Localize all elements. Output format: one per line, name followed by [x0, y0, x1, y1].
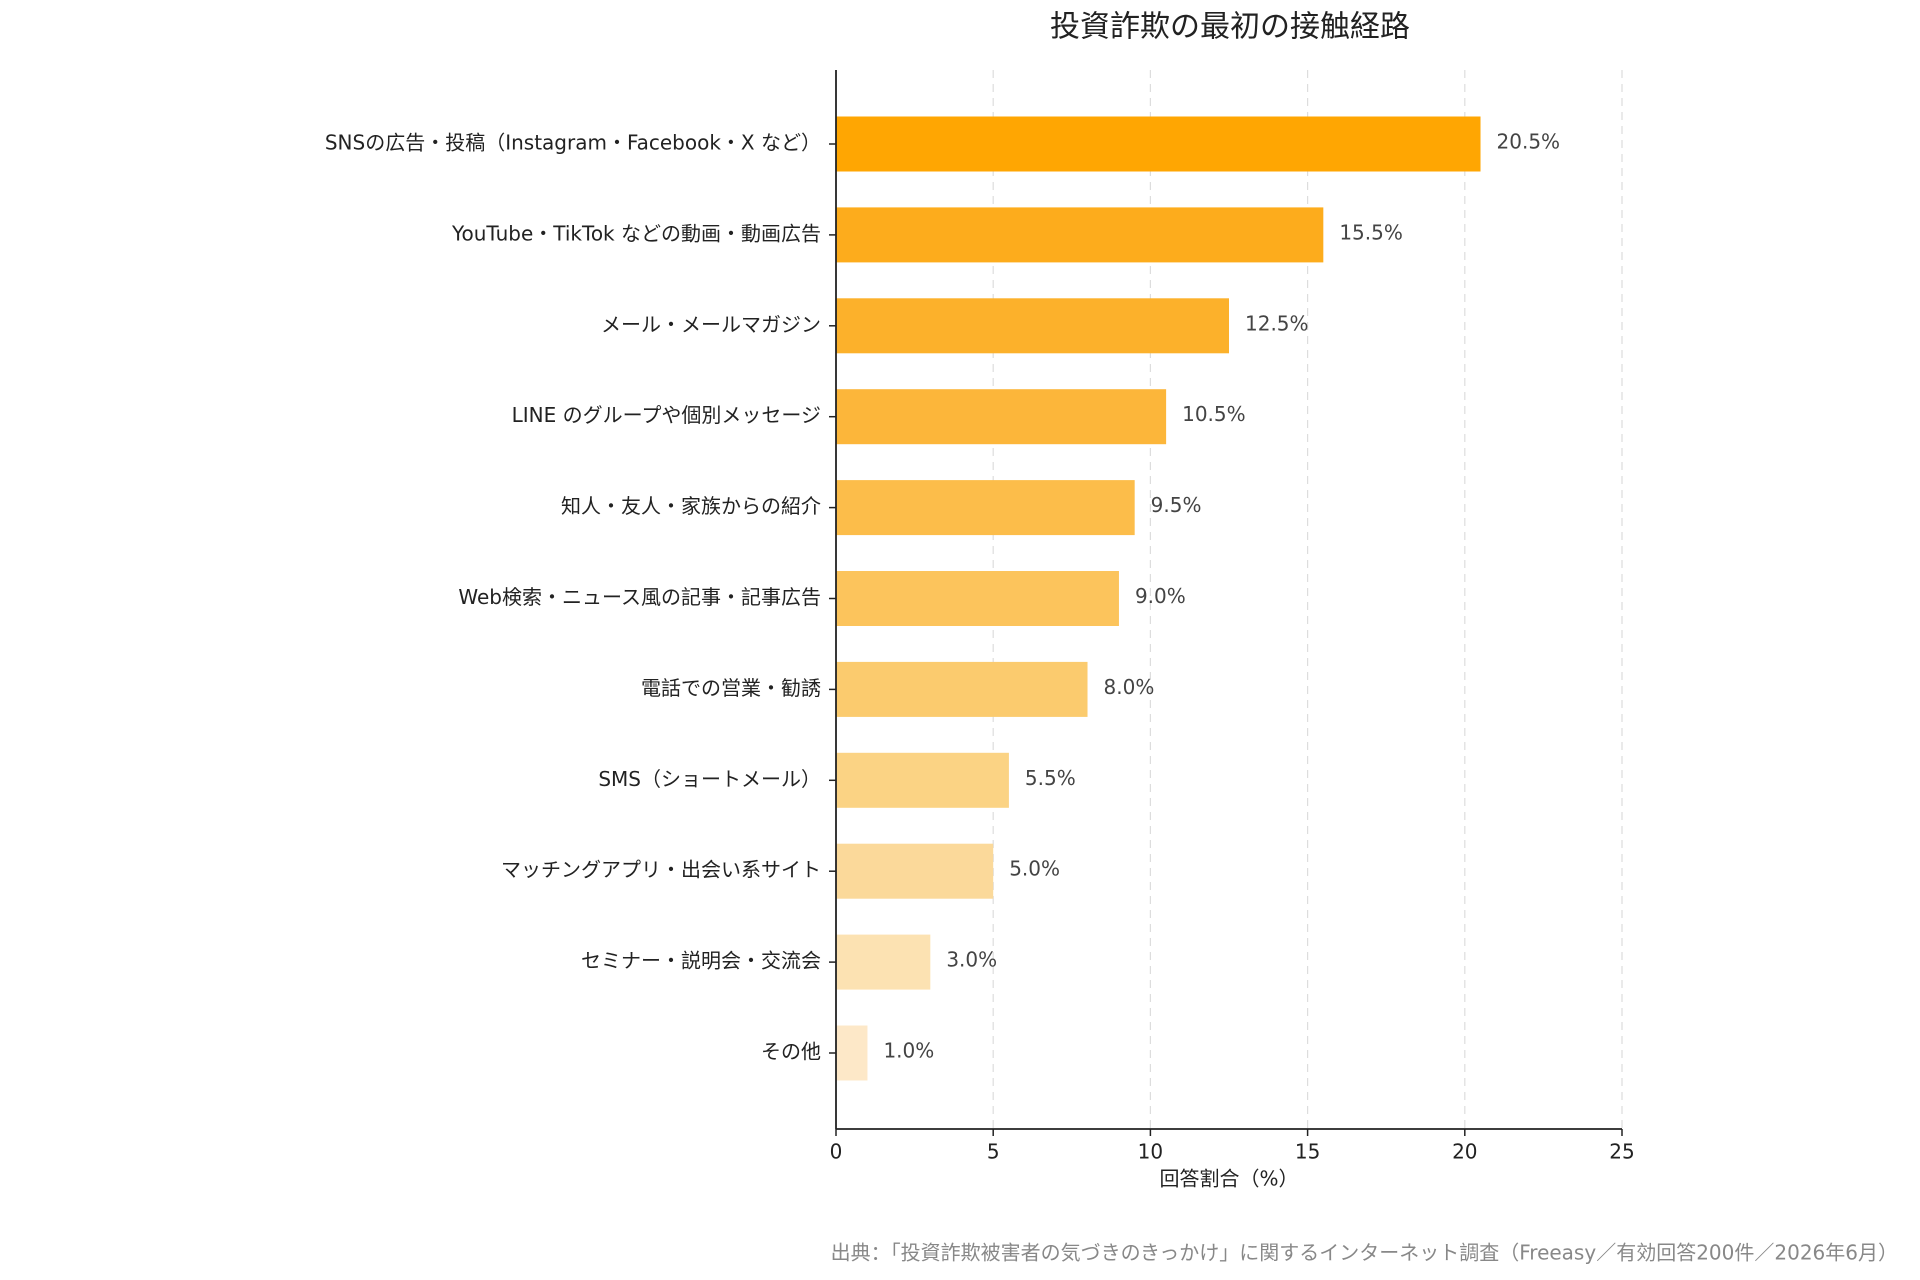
bar	[836, 934, 931, 990]
bar	[836, 571, 1119, 626]
value-label: 9.0%	[1135, 584, 1186, 608]
value-label: 1.0%	[883, 1039, 934, 1063]
x-axis-label: 回答割合（%）	[1159, 1167, 1298, 1191]
bar	[836, 480, 1135, 536]
y-tick-label: Web検索・ニュース風の記事・記事広告	[458, 585, 821, 609]
bar	[836, 207, 1324, 263]
x-tick-label: 5	[987, 1140, 1000, 1164]
x-tick-label: 10	[1138, 1140, 1163, 1164]
bar	[836, 843, 994, 899]
bar	[836, 298, 1229, 354]
bar	[836, 661, 1088, 717]
y-tick-label: セミナー・説明会・交流会	[581, 949, 821, 973]
value-label: 20.5%	[1497, 130, 1561, 154]
bar	[836, 752, 1009, 808]
value-label: 8.0%	[1104, 675, 1155, 699]
y-tick-label: メール・メールマガジン	[601, 312, 821, 336]
x-tick-label: 20	[1452, 1140, 1477, 1164]
y-tick-label: その他	[761, 1040, 821, 1064]
value-label: 3.0%	[946, 948, 997, 972]
value-label: 9.5%	[1151, 493, 1202, 517]
x-tick-label: 25	[1609, 1140, 1634, 1164]
source-note: 出典：「投資詐欺被害者の気づきのきっかけ」に関するインターネット調査（Freea…	[831, 1241, 1898, 1265]
y-tick-label: 電話での営業・勧誘	[641, 676, 821, 700]
chart-title: 投資詐欺の最初の接触経路	[1050, 10, 1410, 45]
value-label: 15.5%	[1339, 220, 1403, 244]
y-tick-label: SMS（ショートメール）	[598, 767, 821, 791]
x-tick-label: 15	[1295, 1140, 1320, 1164]
y-tick-label: SNSの広告・投稿（Instagram・Facebook・X など）	[325, 131, 821, 155]
bar	[836, 1025, 868, 1081]
value-label: 5.5%	[1025, 766, 1076, 790]
value-label: 10.5%	[1182, 402, 1246, 426]
value-label: 5.0%	[1009, 857, 1060, 881]
y-tick-label: LINE のグループや個別メッセージ	[512, 403, 821, 427]
bar	[836, 116, 1481, 172]
x-tick-label: 0	[830, 1140, 843, 1164]
bar	[836, 389, 1167, 445]
y-tick-label: マッチングアプリ・出会い系サイト	[501, 858, 821, 882]
value-label: 12.5%	[1245, 311, 1309, 335]
y-tick-label: 知人・友人・家族からの紹介	[561, 494, 821, 518]
y-tick-label: YouTube・TikTok などの動画・動画広告	[451, 221, 821, 245]
